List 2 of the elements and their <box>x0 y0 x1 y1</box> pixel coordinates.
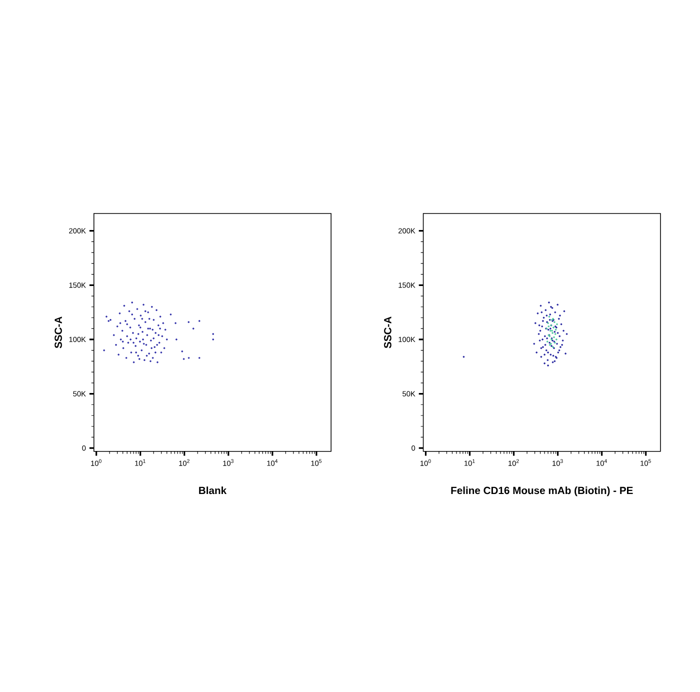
y-axis-title: SSC-A <box>384 316 392 348</box>
x-axis-title: Feline CD16 Mouse mAb (Biotin) - PE <box>451 486 633 496</box>
